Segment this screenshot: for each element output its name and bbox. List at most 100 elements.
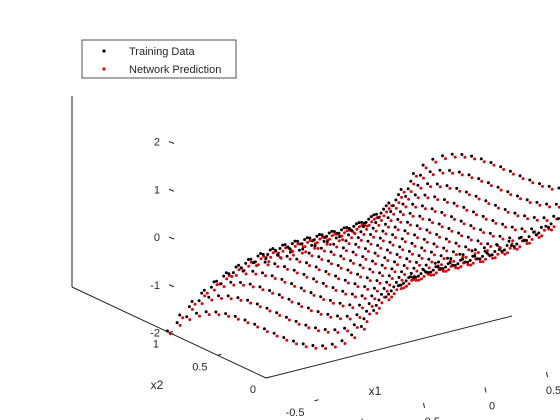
training-point <box>419 173 422 177</box>
training-point <box>378 271 382 275</box>
prediction-point <box>482 160 486 164</box>
prediction-point <box>322 298 326 302</box>
prediction-point <box>304 250 308 254</box>
prediction-point <box>265 330 269 334</box>
training-point <box>425 228 429 232</box>
prediction-point <box>458 189 462 193</box>
training-point <box>249 257 253 261</box>
prediction-point <box>286 267 289 271</box>
training-point <box>362 317 366 321</box>
prediction-point <box>492 163 496 167</box>
prediction-point <box>511 239 515 243</box>
training-point <box>314 265 318 269</box>
prediction-point <box>535 218 539 222</box>
training-point <box>224 312 228 316</box>
training-point <box>348 303 352 307</box>
prediction-point <box>378 281 382 285</box>
prediction-point <box>392 212 396 216</box>
training-point <box>460 153 464 156</box>
training-point <box>217 294 220 298</box>
prediction-point <box>355 227 359 231</box>
prediction-point <box>328 243 332 246</box>
training-point <box>301 247 305 251</box>
prediction-point <box>366 287 370 291</box>
training-point <box>539 225 543 229</box>
prediction-point <box>300 251 304 255</box>
training-point <box>212 280 216 284</box>
prediction-point <box>499 188 503 192</box>
prediction-point <box>454 266 458 270</box>
x2-tick <box>314 399 319 402</box>
training-point <box>209 285 213 289</box>
training-point <box>450 215 453 219</box>
training-point <box>224 271 228 275</box>
training-point <box>325 240 329 244</box>
training-point <box>520 227 524 231</box>
training-point <box>352 224 356 228</box>
prediction-point <box>339 317 342 321</box>
training-point <box>466 260 470 264</box>
training-point <box>395 253 399 256</box>
training-point <box>437 260 440 264</box>
training-point <box>446 256 449 260</box>
prediction-point <box>444 269 448 273</box>
training-point <box>302 272 306 276</box>
prediction-point <box>198 314 201 318</box>
training-point <box>345 314 349 318</box>
prediction-point <box>312 293 316 297</box>
training-point <box>282 336 286 339</box>
prediction-point <box>552 225 556 229</box>
prediction-point <box>438 185 442 189</box>
prediction-point <box>425 240 429 244</box>
prediction-point <box>309 309 313 313</box>
prediction-point <box>537 236 541 239</box>
training-point <box>227 272 231 276</box>
training-point <box>428 170 432 174</box>
prediction-point <box>339 266 343 270</box>
training-point <box>411 202 415 206</box>
training-point <box>187 305 191 309</box>
training-point <box>418 214 422 218</box>
training-point <box>378 236 382 240</box>
prediction-point <box>314 346 318 350</box>
training-point <box>537 231 541 235</box>
prediction-point <box>207 313 211 317</box>
training-point <box>453 264 457 267</box>
prediction-point <box>343 342 347 345</box>
prediction-point <box>296 242 300 246</box>
training-point <box>333 328 337 332</box>
training-point <box>355 313 359 317</box>
training-point <box>459 219 463 223</box>
prediction-point <box>361 266 365 270</box>
training-point <box>402 264 406 267</box>
training-point <box>415 224 419 228</box>
prediction-point <box>222 285 226 289</box>
training-point <box>501 222 505 226</box>
training-point <box>349 228 353 232</box>
training-point <box>358 303 361 307</box>
training-point <box>440 210 444 214</box>
training-point <box>371 259 374 263</box>
training-point <box>253 260 257 264</box>
prediction-point <box>317 268 321 272</box>
prediction-point <box>324 347 328 350</box>
training-point <box>463 260 467 264</box>
training-point <box>421 163 425 167</box>
training-point <box>219 282 223 286</box>
training-point <box>484 199 488 203</box>
prediction-point <box>341 238 345 242</box>
training-point <box>271 247 275 251</box>
prediction-point <box>353 295 357 299</box>
training-point <box>387 201 391 205</box>
training-point <box>377 298 381 302</box>
training-point <box>508 236 512 240</box>
prediction-point <box>237 268 241 272</box>
prediction-point <box>436 198 440 202</box>
prediction-point <box>386 259 390 262</box>
prediction-point <box>351 306 355 310</box>
training-point <box>404 279 408 283</box>
training-point <box>354 222 358 226</box>
legend-marker-training <box>102 49 106 53</box>
training-point <box>266 253 270 256</box>
